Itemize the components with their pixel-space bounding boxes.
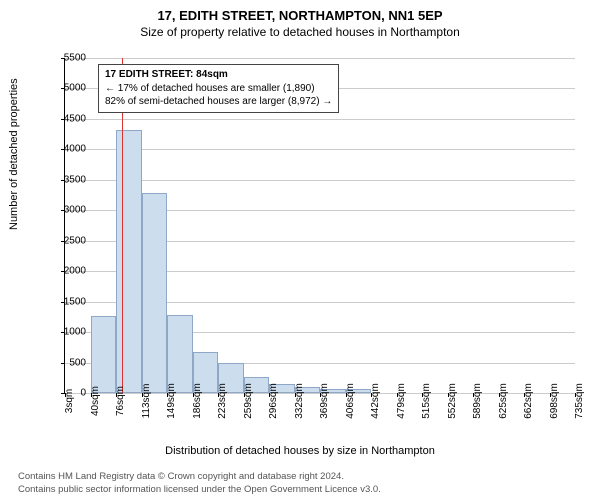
histogram-bar (116, 130, 142, 393)
page-subtitle: Size of property relative to detached ho… (0, 23, 600, 39)
annotation-line-1: 17 EDITH STREET: 84sqm (105, 68, 332, 82)
histogram-bar (142, 193, 168, 393)
footer-attribution: Contains HM Land Registry data © Crown c… (18, 471, 381, 496)
xtick-label: 259sqm (243, 383, 254, 419)
footer-line-2: Contains public sector information licen… (18, 484, 381, 496)
ytick-label: 1500 (46, 296, 86, 307)
ytick-label: 3500 (46, 174, 86, 185)
xtick-label: 406sqm (345, 383, 356, 419)
gridline (65, 58, 575, 59)
ytick-label: 1000 (46, 327, 86, 338)
xtick-label: 589sqm (472, 383, 483, 419)
gridline (65, 119, 575, 120)
xtick-label: 113sqm (141, 384, 152, 419)
ytick-label: 3000 (46, 205, 86, 216)
ytick-label: 5000 (46, 83, 86, 94)
xtick-label: 552sqm (447, 383, 458, 419)
ytick-label: 500 (46, 357, 86, 368)
xtick-label: 515sqm (421, 383, 432, 419)
page-title: 17, EDITH STREET, NORTHAMPTON, NN1 5EP (0, 0, 600, 23)
xtick-label: 698sqm (549, 383, 560, 419)
y-axis-label: Number of detached properties (8, 78, 20, 230)
histogram-bar (167, 315, 193, 393)
ytick-label: 4000 (46, 144, 86, 155)
annotation-line-2: ← 17% of detached houses are smaller (1,… (105, 82, 332, 96)
ytick-label: 5500 (46, 53, 86, 64)
xtick-label: 369sqm (319, 383, 330, 419)
xtick-label: 625sqm (498, 383, 509, 419)
xtick-label: 442sqm (370, 383, 381, 419)
xtick-label: 223sqm (217, 383, 228, 419)
xtick-label: 3sqm (64, 389, 75, 413)
xtick-label: 149sqm (166, 383, 177, 419)
gridline (65, 180, 575, 181)
xtick-label: 662sqm (523, 383, 534, 419)
xtick-label: 76sqm (115, 386, 126, 416)
annotation-box: 17 EDITH STREET: 84sqm ← 17% of detached… (98, 64, 339, 113)
ytick-label: 2000 (46, 266, 86, 277)
footer-line-1: Contains HM Land Registry data © Crown c… (18, 471, 381, 483)
ytick-label: 2500 (46, 235, 86, 246)
xtick-label: 332sqm (294, 383, 305, 419)
x-axis-label: Distribution of detached houses by size … (0, 445, 600, 457)
xtick-label: 479sqm (396, 383, 407, 419)
histogram-bar (91, 316, 117, 393)
annotation-line-3: 82% of semi-detached houses are larger (… (105, 95, 332, 109)
xtick-label: 40sqm (90, 386, 101, 416)
xtick-label: 735sqm (574, 383, 585, 419)
gridline (65, 149, 575, 150)
xtick-label: 186sqm (192, 383, 203, 419)
xtick-label: 296sqm (268, 383, 279, 419)
ytick-label: 4500 (46, 113, 86, 124)
